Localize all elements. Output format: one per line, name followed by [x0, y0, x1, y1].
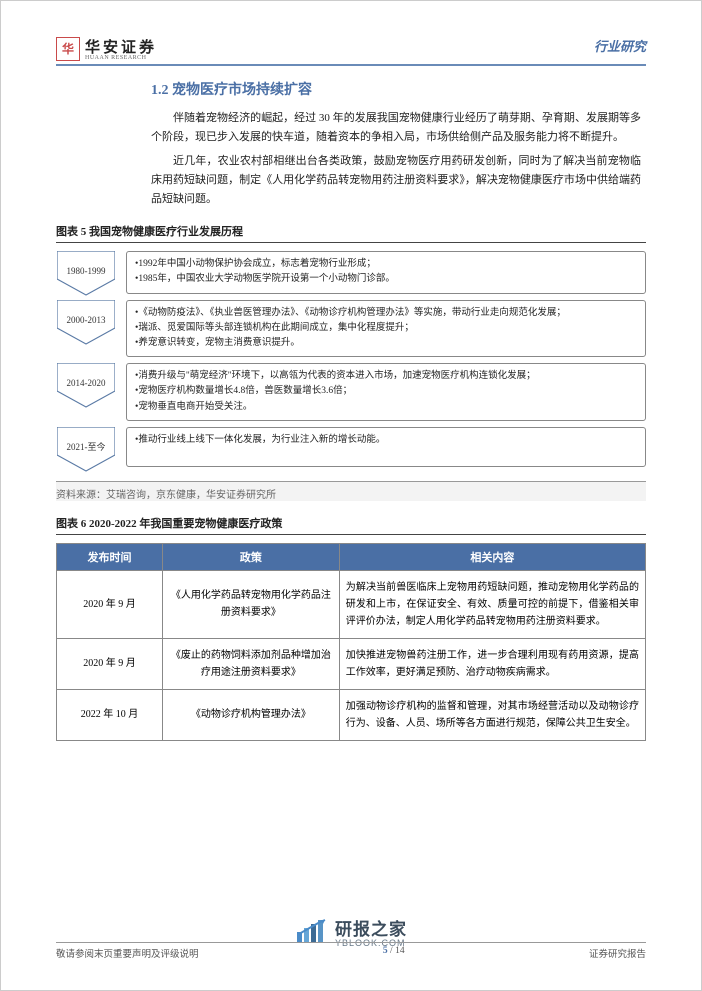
table-header-cell: 相关内容 — [339, 543, 645, 570]
table-row: 2022 年 10 月《动物诊疗机构管理办法》加强动物诊疗机构的监督和管理，对其… — [57, 689, 646, 740]
footer-right: 证券研究报告 — [589, 946, 646, 960]
timeline-info-box: •消费升级与"萌宠经济"环境下，以高瓴为代表的资本进入市场，加速宠物医疗机构连锁… — [126, 363, 646, 421]
footer-page: 5 / 14 — [383, 946, 405, 960]
header-category: 行业研究 — [594, 36, 646, 55]
cell-time: 2020 年 9 月 — [57, 570, 163, 638]
table-row: 2020 年 9 月《废止的药物饲料添加剂品种增加治疗用途注册资料要求》加快推进… — [57, 638, 646, 689]
timeline-year: 1980-1999 — [67, 266, 106, 276]
chevron-icon: 2000-2013 — [57, 300, 115, 346]
cell-policy: 《动物诊疗机构管理办法》 — [163, 689, 340, 740]
logo-icon: 华 — [56, 37, 80, 61]
body-paragraph: 伴随着宠物经济的崛起，经过 30 年的发展我国宠物健康行业经历了萌芽期、孕育期、… — [151, 109, 641, 148]
page-content: 1.2 宠物医疗市场持续扩容 伴随着宠物经济的崛起，经过 30 年的发展我国宠物… — [56, 79, 646, 920]
cell-time: 2022 年 10 月 — [57, 689, 163, 740]
body-paragraph: 近几年，农业农村部相继出台各类政策，鼓励宠物医疗用药研发创新，同时为了解决当前宠… — [151, 152, 641, 210]
timeline-row: 2014-2020 •消费升级与"萌宠经济"环境下，以高瓴为代表的资本进入市场，加… — [56, 363, 646, 427]
logo-subtitle: HUAAN RESEARCH — [85, 55, 157, 61]
figure5-source: 资料来源：艾瑞咨询，京东健康，华安证券研究所 — [56, 481, 646, 501]
cell-content: 加强动物诊疗机构的监督和管理，对其市场经营活动以及动物诊疗行为、设备、人员、场所… — [339, 689, 645, 740]
timeline-year: 2000-2013 — [67, 315, 106, 325]
timeline-row: 2021-至今 •推动行业线上线下一体化发展，为行业注入新的增长动能。 — [56, 427, 646, 473]
timeline-bullet: •瑞派、觅爱国际等头部连锁机构在此期间成立，集中化程度提升； — [135, 321, 637, 336]
logo-company: 华安证券 — [85, 36, 157, 57]
figure6-table: 发布时间政策相关内容 2020 年 9 月《人用化学药品转宠物用化学药品注册资料… — [56, 543, 646, 741]
cell-content: 加快推进宠物兽药注册工作，进一步合理利用现有药用资源，提高工作效率，更好满足预防… — [339, 638, 645, 689]
watermark-text-cn: 研报之家 — [335, 915, 407, 940]
cell-policy: 《人用化学药品转宠物用化学药品注册资料要求》 — [163, 570, 340, 638]
section-heading: 1.2 宠物医疗市场持续扩容 — [151, 79, 646, 99]
timeline-info-box: •《动物防疫法》、《执业兽医管理办法》、《动物诊疗机构管理办法》等实施，带动行业… — [126, 300, 646, 358]
chevron-icon: 1980-1999 — [57, 251, 115, 297]
timeline-bullet: •宠物医疗机构数量增长4.8倍，兽医数量增长3.6倍； — [135, 384, 637, 399]
table-row: 2020 年 9 月《人用化学药品转宠物用化学药品注册资料要求》为解决当前兽医临… — [57, 570, 646, 638]
timeline-bullet: •1992年中国小动物保护协会成立，标志着宠物行业形成； — [135, 257, 637, 272]
timeline-bullet: •宠物垂直电商开始受关注。 — [135, 400, 637, 415]
timeline-year: 2021-至今 — [67, 440, 106, 453]
page-footer: 敬请参阅末页重要声明及评级说明 5 / 14 证券研究报告 — [56, 942, 646, 960]
cell-content: 为解决当前兽医临床上宠物用药短缺问题，推动宠物用化学药品的研发和上市，在保证安全… — [339, 570, 645, 638]
timeline-row: 2000-2013 •《动物防疫法》、《执业兽医管理办法》、《动物诊疗机构管理办法… — [56, 300, 646, 364]
timeline-year: 2014-2020 — [67, 378, 106, 388]
document-page: 华 华安证券 HUAAN RESEARCH 行业研究 1.2 宠物医疗市场持续扩… — [0, 0, 702, 991]
timeline-bullet: •养宠意识转变，宠物主消费意识提升。 — [135, 336, 637, 351]
timeline-bullet: •消费升级与"萌宠经济"环境下，以高瓴为代表的资本进入市场，加速宠物医疗机构连锁… — [135, 369, 637, 384]
timeline-bullet: •1985年，中国农业大学动物医学院开设第一个小动物门诊部。 — [135, 272, 637, 287]
page-header: 华 华安证券 HUAAN RESEARCH 行业研究 — [56, 36, 646, 66]
timeline-bullet: •《动物防疫法》、《执业兽医管理办法》、《动物诊疗机构管理办法》等实施，带动行业… — [135, 306, 637, 321]
figure5-title: 图表 5 我国宠物健康医疗行业发展历程 — [56, 223, 646, 243]
cell-time: 2020 年 9 月 — [57, 638, 163, 689]
table-header-cell: 政策 — [163, 543, 340, 570]
chevron-icon: 2014-2020 — [57, 363, 115, 409]
chevron-icon: 2021-至今 — [57, 427, 115, 473]
table-header-cell: 发布时间 — [57, 543, 163, 570]
figure6-title: 图表 6 2020-2022 年我国重要宠物健康医疗政策 — [56, 515, 646, 535]
timeline-bullet: •推动行业线上线下一体化发展，为行业注入新的增长动能。 — [135, 433, 637, 448]
timeline-row: 1980-1999 •1992年中国小动物保护协会成立，标志着宠物行业形成；•19… — [56, 251, 646, 299]
cell-policy: 《废止的药物饲料添加剂品种增加治疗用途注册资料要求》 — [163, 638, 340, 689]
timeline-info-box: •1992年中国小动物保护协会成立，标志着宠物行业形成；•1985年，中国农业大… — [126, 251, 646, 293]
figure5-timeline: 1980-1999 •1992年中国小动物保护协会成立，标志着宠物行业形成；•19… — [56, 251, 646, 473]
timeline-info-box: •推动行业线上线下一体化发展，为行业注入新的增长动能。 — [126, 427, 646, 467]
logo-block: 华 华安证券 HUAAN RESEARCH — [56, 36, 157, 61]
footer-left: 敬请参阅末页重要声明及评级说明 — [56, 946, 199, 960]
